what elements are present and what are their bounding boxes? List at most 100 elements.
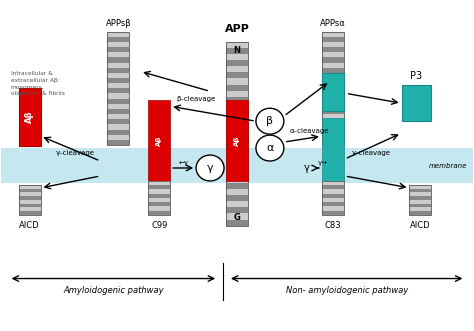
Text: γ: γ <box>304 163 310 173</box>
Bar <box>322 52 344 57</box>
Bar <box>108 109 129 114</box>
Ellipse shape <box>256 135 284 161</box>
Bar <box>322 211 344 215</box>
Text: N: N <box>234 45 240 55</box>
Bar <box>322 57 344 63</box>
Ellipse shape <box>196 155 224 181</box>
Text: P3: P3 <box>410 71 422 81</box>
Text: ←γ: ←γ <box>178 160 188 166</box>
Bar <box>108 124 129 130</box>
Bar <box>226 91 248 97</box>
Text: membrane: membrane <box>429 163 467 168</box>
Bar <box>226 177 248 183</box>
Bar <box>18 200 41 204</box>
Bar <box>410 204 431 207</box>
Bar <box>322 109 344 114</box>
Bar <box>108 88 129 93</box>
Bar <box>226 170 248 177</box>
Bar <box>108 119 129 124</box>
Bar <box>148 194 170 198</box>
Text: β: β <box>266 116 273 126</box>
Text: α–cleavage: α–cleavage <box>290 128 329 134</box>
Bar <box>18 185 41 189</box>
Bar <box>226 48 248 54</box>
Bar <box>410 200 431 204</box>
Text: AICD: AICD <box>19 221 40 230</box>
Bar <box>108 130 129 135</box>
Bar <box>108 114 129 119</box>
Bar <box>108 37 129 42</box>
Bar <box>322 202 344 206</box>
Bar <box>322 63 344 68</box>
Bar <box>108 31 129 145</box>
Bar <box>226 60 248 66</box>
Bar <box>322 194 344 198</box>
Bar <box>410 192 431 196</box>
Bar <box>18 204 41 207</box>
Bar <box>18 211 41 215</box>
Bar <box>226 127 248 134</box>
Bar <box>226 97 248 103</box>
Bar <box>226 140 248 146</box>
Bar <box>148 211 170 215</box>
Bar <box>148 198 170 202</box>
Bar <box>322 78 344 83</box>
Bar <box>148 185 170 189</box>
Bar <box>226 41 248 48</box>
Bar <box>322 140 344 145</box>
Bar <box>108 68 129 73</box>
Text: Non- amyloidogenic pathway: Non- amyloidogenic pathway <box>285 287 408 296</box>
Bar <box>108 93 129 99</box>
Bar <box>322 68 344 73</box>
Bar <box>108 83 129 88</box>
Bar <box>410 185 431 189</box>
Bar <box>226 146 248 152</box>
Bar <box>148 189 170 194</box>
Ellipse shape <box>256 108 284 134</box>
Bar <box>226 158 248 164</box>
Bar <box>322 114 344 119</box>
Bar <box>401 85 431 121</box>
Text: Aβ: Aβ <box>234 135 240 146</box>
Text: Aβ: Aβ <box>156 135 162 146</box>
Bar <box>322 198 344 202</box>
Bar <box>226 72 248 78</box>
Bar <box>148 181 170 185</box>
Bar <box>148 202 170 206</box>
Bar <box>410 207 431 211</box>
Bar <box>108 104 129 109</box>
Bar <box>0 148 474 183</box>
Bar <box>322 37 344 42</box>
Bar <box>226 66 248 72</box>
Bar <box>322 118 344 181</box>
Bar <box>322 130 344 135</box>
Bar <box>226 195 248 201</box>
Bar <box>322 42 344 47</box>
Text: α: α <box>266 143 273 153</box>
Bar <box>322 93 344 99</box>
Bar <box>108 78 129 83</box>
Bar <box>108 31 129 37</box>
Bar <box>18 196 41 200</box>
Bar <box>322 135 344 140</box>
Bar <box>148 100 170 181</box>
Bar <box>108 52 129 57</box>
Bar <box>226 213 248 219</box>
Bar <box>108 47 129 52</box>
Text: AICD: AICD <box>410 221 431 230</box>
Bar <box>322 88 344 93</box>
Bar <box>18 88 41 146</box>
Bar <box>322 185 344 189</box>
Bar <box>226 164 248 170</box>
Bar <box>322 181 344 185</box>
Bar <box>226 152 248 158</box>
Bar <box>226 121 248 127</box>
Bar <box>410 189 431 192</box>
Bar <box>226 103 248 109</box>
Bar <box>226 201 248 207</box>
Text: Amyloidogenic pathway: Amyloidogenic pathway <box>63 287 164 296</box>
Bar <box>322 73 344 78</box>
Bar <box>18 189 41 192</box>
Bar <box>108 57 129 63</box>
Text: Intracellular &
extracellular Aβ:
monomers,
oligomers & fibrils: Intracellular & extracellular Aβ: monome… <box>11 71 64 96</box>
